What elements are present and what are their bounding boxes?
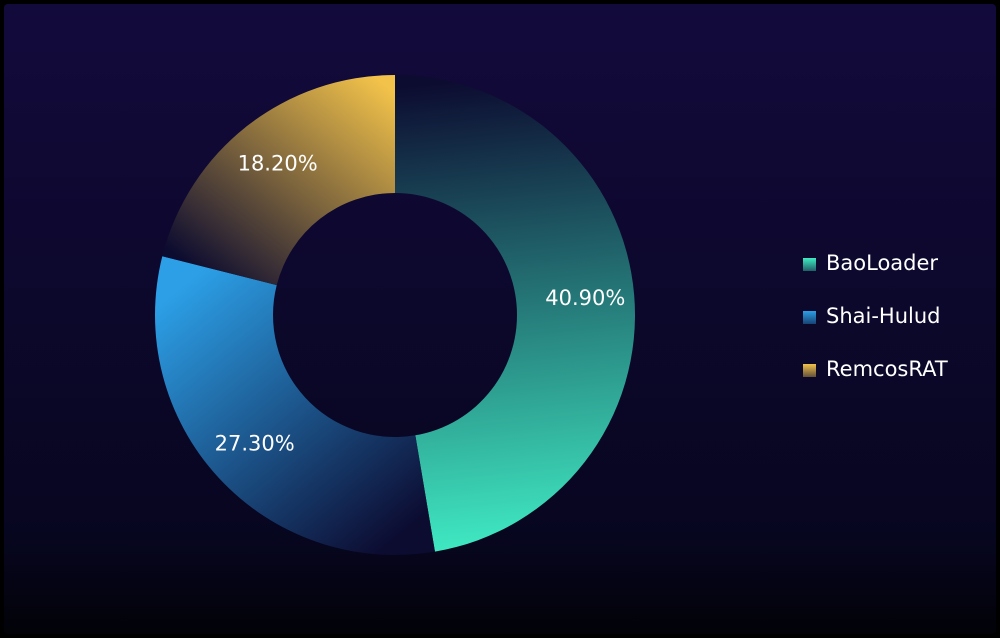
pie-slice	[395, 75, 636, 552]
legend-label: RemcosRAT	[826, 357, 948, 381]
data-label: 27.30%	[215, 432, 295, 456]
legend-swatch	[803, 258, 816, 271]
data-label: 18.20%	[238, 151, 318, 175]
legend-label: Shai-Hulud	[826, 304, 941, 328]
pie-slice	[162, 75, 395, 286]
data-label: 40.90%	[545, 286, 625, 310]
legend-swatch	[803, 364, 816, 377]
legend-label: BaoLoader	[826, 251, 938, 275]
legend-swatch	[803, 311, 816, 324]
pie-slice	[154, 256, 435, 555]
